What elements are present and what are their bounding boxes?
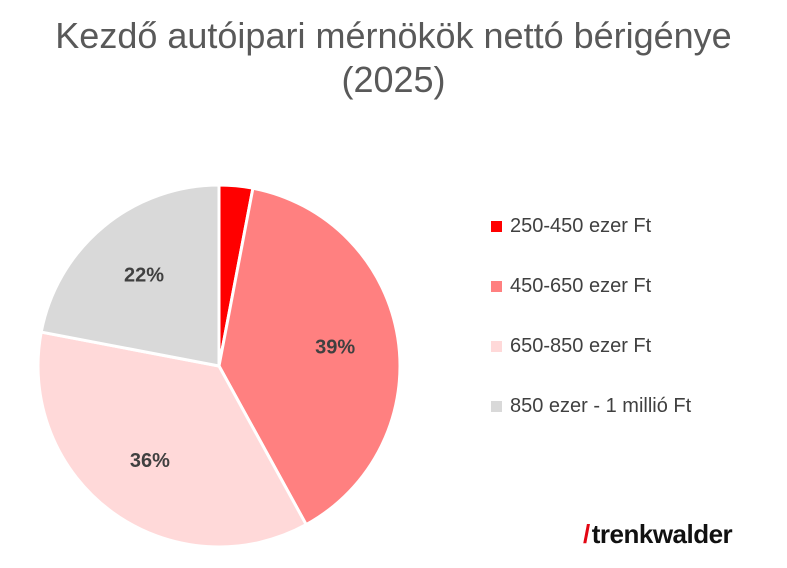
legend-label: 250-450 ezer Ft [510, 214, 652, 237]
legend-item-250-450-ezer-ft: 250-450 ezer Ft [491, 211, 691, 241]
legend-swatch [491, 280, 502, 292]
chart-title-main: Kezdő autóipari mérnökök nettó bérigénye [55, 15, 732, 56]
chart-title: Kezdő autóipari mérnökök nettó bérigénye… [0, 14, 787, 102]
pie-slice-450-650-ezer-ft [217, 186, 402, 527]
data-label-850-ezer-1-milli-ft: 22% [124, 264, 164, 286]
data-label-450-650-ezer-ft: 39% [315, 337, 355, 359]
legend-item-850-ezer-1-milli-ft: 850 ezer - 1 millió Ft [491, 391, 691, 421]
legend-label: 650-850 ezer Ft [510, 334, 652, 357]
legend-swatch [491, 400, 502, 412]
chart-legend: 250-450 ezer Ft 450-650 ezer Ft 650-850 ez… [491, 211, 691, 451]
chart-subtitle: (2025) [341, 59, 446, 100]
legend-label: 450-650 ezer Ft [510, 274, 652, 297]
trenkwalder-logo: /trenkwalder [583, 519, 733, 550]
legend-swatch [491, 220, 502, 232]
pie-slice-650-850-ezer-ft [36, 330, 309, 549]
pie-slice-850-ezer-1-milli-ft [39, 183, 221, 368]
legend-item-450-650-ezer-ft: 450-650 ezer Ft [491, 271, 691, 301]
legend-item-650-850-ezer-ft: 650-850 ezer Ft [491, 331, 691, 361]
legend-label: 850 ezer - 1 millió Ft [510, 394, 692, 417]
logo-slash: / [583, 519, 590, 549]
legend-swatch [491, 340, 502, 352]
logo-text: trenkwalder [591, 519, 733, 549]
data-label-650-850-ezer-ft: 36% [130, 450, 170, 472]
